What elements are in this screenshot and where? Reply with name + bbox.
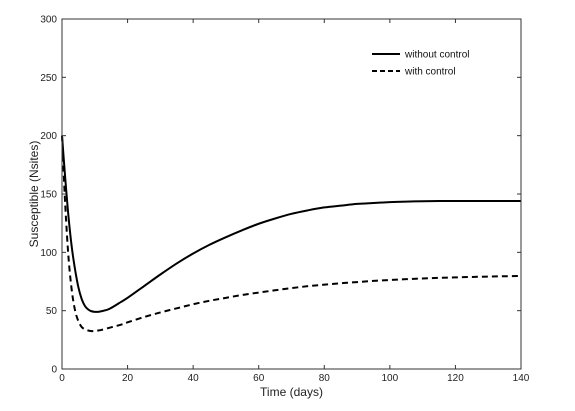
legend-box	[366, 41, 478, 81]
x-tick-label: 20	[122, 373, 134, 384]
series-line-with-control	[61, 135, 522, 333]
y-axis-ticks: 0 50 100 150 200 250 300	[40, 15, 521, 376]
y-tick-label: 250	[40, 73, 57, 84]
y-tick-label: 200	[40, 131, 57, 142]
x-tick-label: 60	[253, 373, 265, 384]
y-tick-label: 300	[40, 15, 57, 26]
y-tick-label: 50	[46, 306, 58, 317]
legend: without control with control	[366, 41, 478, 81]
series-line-without-control	[61, 135, 521, 313]
legend-label-without-control: without control	[404, 50, 469, 61]
x-tick-label: 80	[319, 373, 331, 384]
x-axis-ticks: 0 20 40 60 80 100 120 140	[59, 19, 530, 384]
series-layer	[61, 135, 522, 333]
x-tick-label: 0	[59, 373, 65, 384]
legend-label-with-control: with control	[404, 67, 456, 78]
y-tick-label: 100	[40, 248, 57, 259]
x-tick-label: 40	[188, 373, 200, 384]
x-tick-label: 120	[447, 373, 464, 384]
y-tick-label: 150	[40, 190, 57, 201]
x-tick-label: 140	[513, 373, 530, 384]
y-tick-label: 0	[51, 365, 57, 376]
x-tick-label: 100	[382, 373, 399, 384]
x-axis-label: Time (days)	[260, 385, 323, 399]
y-axis-label: Susceptible (Nsites)	[27, 141, 41, 248]
